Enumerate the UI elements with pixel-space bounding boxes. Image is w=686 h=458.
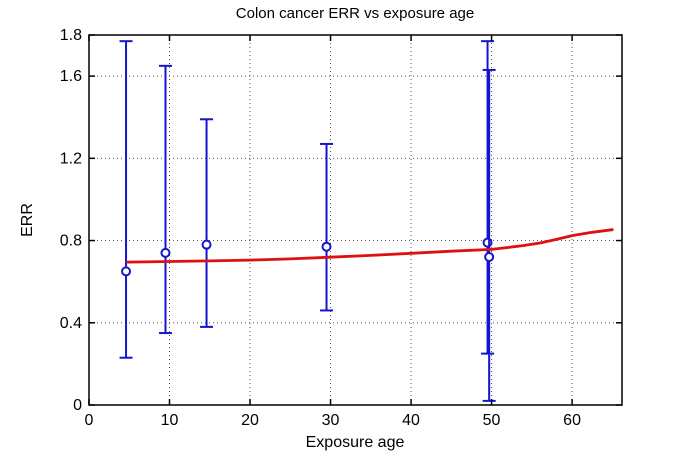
data-marker xyxy=(484,252,495,262)
data-marker xyxy=(201,239,212,250)
errorbar-point xyxy=(119,40,133,359)
y-tick-label: 1.6 xyxy=(60,68,82,85)
errorbar-point xyxy=(200,118,214,328)
data-marker xyxy=(321,241,332,252)
axis-ticks xyxy=(88,34,622,406)
x-tick-label: 10 xyxy=(161,412,179,429)
y-tick-label: 1.8 xyxy=(60,27,82,44)
x-axis-label: Exposure age xyxy=(306,434,405,451)
x-tick-label: 20 xyxy=(241,412,259,429)
errorbar-point xyxy=(320,142,334,312)
errorbar-point xyxy=(481,40,495,355)
x-tick-label: 50 xyxy=(483,412,501,429)
x-tick-label: 0 xyxy=(85,412,94,429)
data-marker xyxy=(482,237,493,248)
axes-frame xyxy=(88,34,623,406)
errorbar-point xyxy=(158,64,172,335)
plot-frame xyxy=(88,34,623,406)
fit-line xyxy=(126,228,614,264)
x-tick-label: 40 xyxy=(402,412,420,429)
y-axis-label: ERR xyxy=(19,203,36,237)
data-marker xyxy=(160,247,171,258)
gridlines xyxy=(89,35,622,405)
data-marker xyxy=(121,266,132,277)
y-tick-label: 1.2 xyxy=(60,150,82,167)
y-tick-label: 0.4 xyxy=(60,315,82,332)
chart-title: Colon cancer ERR vs exposure age xyxy=(236,5,474,22)
y-tick-label: 0 xyxy=(73,397,82,414)
y-tick-label: 0.8 xyxy=(60,233,82,250)
x-tick-label: 30 xyxy=(322,412,340,429)
data-series xyxy=(119,40,614,402)
errorbar-point xyxy=(482,68,496,402)
x-tick-label: 60 xyxy=(563,412,581,429)
tick-labels: 0 10 20 30 40 50 60 0 0.4 0.8 1.2 1.6 1.8 xyxy=(60,27,581,429)
